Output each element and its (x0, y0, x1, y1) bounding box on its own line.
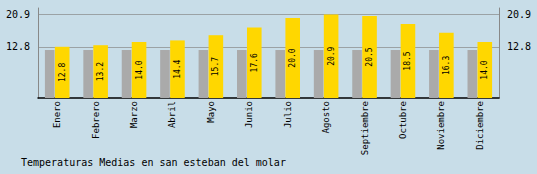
svg-text:20.9: 20.9 (507, 9, 531, 20)
svg-text:14.0: 14.0 (480, 60, 489, 79)
svg-text:Febrero: Febrero (91, 101, 101, 139)
svg-text:14.0: 14.0 (135, 60, 144, 79)
svg-text:Julio: Julio (283, 101, 293, 128)
svg-text:Noviembre: Noviembre (436, 101, 446, 150)
svg-text:18.5: 18.5 (403, 51, 412, 70)
svg-text:14.4: 14.4 (173, 59, 182, 78)
svg-text:Agosto: Agosto (321, 101, 331, 134)
svg-text:Septiembre: Septiembre (360, 101, 370, 155)
svg-text:20.5: 20.5 (365, 47, 374, 66)
svg-text:13.2: 13.2 (96, 62, 105, 81)
svg-text:15.7: 15.7 (211, 57, 220, 76)
svg-text:12.8: 12.8 (507, 41, 531, 52)
svg-text:12.8: 12.8 (6, 41, 30, 52)
svg-text:Enero: Enero (52, 101, 62, 128)
svg-text:Marzo: Marzo (129, 101, 139, 128)
svg-text:17.6: 17.6 (250, 53, 259, 72)
svg-text:20.0: 20.0 (288, 48, 297, 67)
svg-text:Junio: Junio (244, 101, 254, 128)
svg-text:Diciembre: Diciembre (475, 101, 485, 150)
svg-text:Octubre: Octubre (398, 101, 408, 139)
svg-text:Mayo: Mayo (206, 101, 216, 123)
svg-text:16.3: 16.3 (442, 56, 451, 75)
svg-text:12.8: 12.8 (58, 63, 67, 82)
svg-text:Abril: Abril (167, 101, 177, 128)
svg-text:20.9: 20.9 (6, 9, 30, 20)
svg-text:20.9: 20.9 (327, 46, 336, 65)
svg-text:Temperaturas Medias en san est: Temperaturas Medias en san esteban del m… (21, 157, 286, 168)
